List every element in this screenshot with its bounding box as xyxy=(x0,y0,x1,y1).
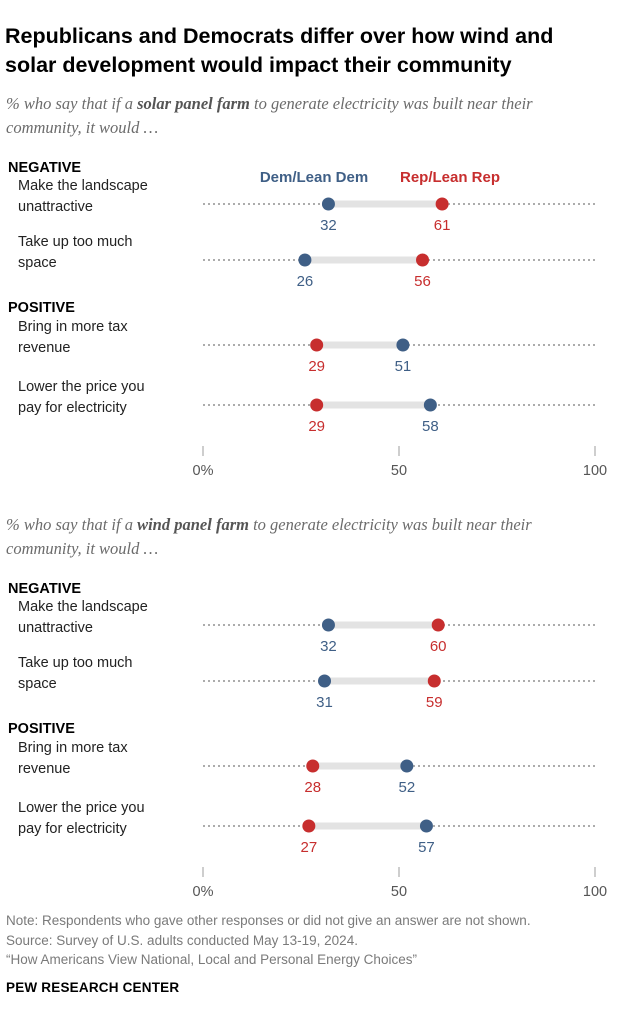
dem-point xyxy=(396,338,410,352)
dem-value-label: 57 xyxy=(418,839,435,856)
tick-label: 0% xyxy=(193,463,214,479)
group-label-positive: POSITIVE xyxy=(8,721,75,737)
solar-subtitle-bold: solar panel farm xyxy=(137,94,250,113)
wind-dot-chart: NEGATIVE Make the landscape unattractive 32… xyxy=(8,581,607,900)
dem-point xyxy=(423,398,437,412)
row-label: Make the landscape xyxy=(18,599,148,615)
rep-value-label: 61 xyxy=(434,217,451,234)
dem-value-label: 52 xyxy=(398,779,415,796)
dem-point xyxy=(321,197,335,211)
rep-point xyxy=(306,759,320,773)
chart-title: Republicans and Democrats differ over ho… xyxy=(5,24,554,77)
dem-point xyxy=(400,759,414,773)
solar-dot-chart: Dem/Lean Dem Rep/Lean Rep NEGATIVE Make the… xyxy=(8,160,607,479)
wind-subtitle: % who say that if a wind panel farm to g… xyxy=(6,513,606,561)
footer-brand: PEW RESEARCH CENTER xyxy=(6,980,180,995)
row-label: Take up too much xyxy=(18,655,132,671)
rep-value-label: 59 xyxy=(426,694,443,711)
dem-value-label: 51 xyxy=(395,358,412,375)
rep-value-label: 56 xyxy=(414,273,431,290)
wind-subtitle-bold: wind panel farm xyxy=(137,515,249,534)
row-label: unattractive xyxy=(18,620,93,636)
dem-point xyxy=(318,674,332,688)
rep-point xyxy=(431,618,445,632)
dem-value-label: 58 xyxy=(422,418,439,435)
group-label-positive: POSITIVE xyxy=(8,300,75,316)
row-label: unattractive xyxy=(18,199,93,215)
rep-point xyxy=(435,197,449,211)
legend-dem: Dem/Lean Dem xyxy=(260,169,368,186)
tick-label: 50 xyxy=(391,463,407,479)
row-label: Bring in more tax xyxy=(18,740,128,756)
rep-value-label: 28 xyxy=(304,779,321,796)
dem-value-label: 32 xyxy=(320,638,337,655)
row-label: pay for electricity xyxy=(18,400,128,416)
rep-value-label: 29 xyxy=(308,418,325,435)
solar-subtitle-post: to generate electricity was built near t… xyxy=(6,94,533,137)
rep-point xyxy=(310,398,324,412)
dem-point xyxy=(298,253,312,267)
row-label: Lower the price you xyxy=(18,800,145,816)
wind-subtitle-pre: % who say that if a xyxy=(6,515,138,534)
row-label: space xyxy=(18,255,57,271)
rep-value-label: 27 xyxy=(300,839,317,856)
rep-point xyxy=(427,674,441,688)
dem-point xyxy=(321,618,335,632)
tick-label: 50 xyxy=(391,884,407,900)
rep-point xyxy=(310,338,324,352)
row-label: Make the landscape xyxy=(18,178,148,194)
row-label: space xyxy=(18,676,57,692)
legend-rep: Rep/Lean Rep xyxy=(400,169,500,186)
rep-value-label: 29 xyxy=(308,358,325,375)
row-label: revenue xyxy=(18,761,70,777)
solar-subtitle-pre: % who say that if a xyxy=(6,94,138,113)
source-note: Note: Respondents who gave other respons… xyxy=(6,911,606,970)
row-label: Take up too much xyxy=(18,234,132,250)
source-line: Source: Survey of U.S. adults conducted … xyxy=(6,932,358,948)
row-label: Lower the price you xyxy=(18,379,145,395)
report-line: “How Americans View National, Local and … xyxy=(6,952,417,967)
dem-point xyxy=(419,819,433,833)
group-label-negative: NEGATIVE xyxy=(8,160,81,176)
row-label: revenue xyxy=(18,340,70,356)
rep-point xyxy=(302,819,316,833)
dem-value-label: 32 xyxy=(320,217,337,234)
row-label: pay for electricity xyxy=(18,821,128,837)
tick-label: 0% xyxy=(193,884,214,900)
rep-point xyxy=(416,253,430,267)
wind-subtitle-post: to generate electricity was built near t… xyxy=(6,515,532,558)
tick-label: 100 xyxy=(583,884,607,900)
tick-label: 100 xyxy=(583,463,607,479)
rep-value-label: 60 xyxy=(430,638,447,655)
row-label: Bring in more tax xyxy=(18,319,128,335)
solar-subtitle: % who say that if a solar panel farm to … xyxy=(6,92,606,140)
group-label-negative: NEGATIVE xyxy=(8,581,81,597)
dem-value-label: 31 xyxy=(316,694,333,711)
dem-value-label: 26 xyxy=(297,273,314,290)
note-line: Note: Respondents who gave other respons… xyxy=(6,913,531,928)
